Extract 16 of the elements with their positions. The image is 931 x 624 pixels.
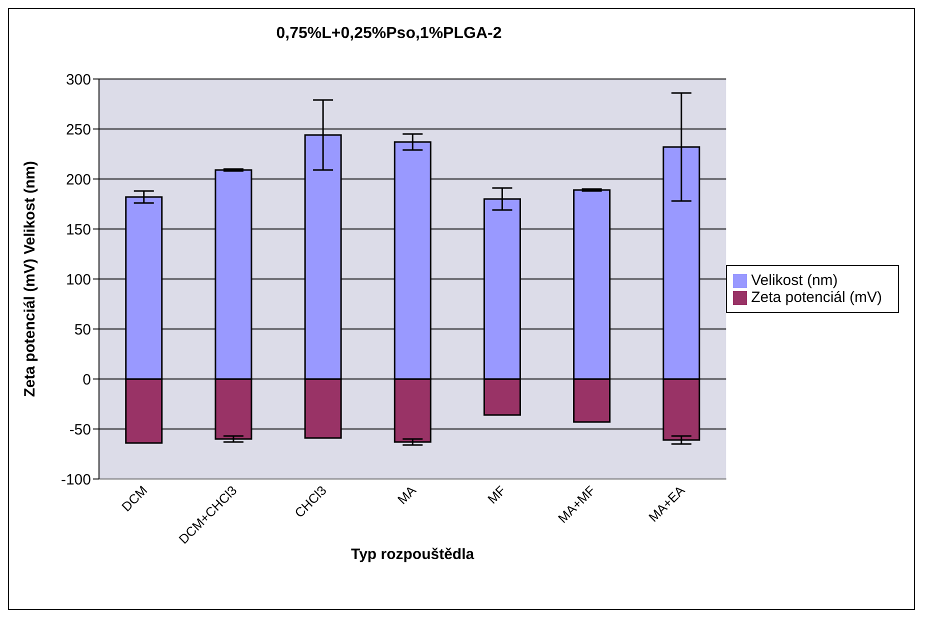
x-axis-title: Typ rozpouštědla <box>351 546 475 563</box>
y-tick-label: 0 <box>82 371 91 388</box>
legend-label: Zeta potenciál (mV) <box>751 289 882 306</box>
y-tick-label: -50 <box>69 421 91 438</box>
y-tick-label: 250 <box>66 121 91 138</box>
y-axis-title: Zeta potenciál (mV) Velikost (nm) <box>21 161 38 397</box>
x-tick-label: MA <box>394 482 420 508</box>
y-tick-label: 100 <box>66 271 91 288</box>
legend-label: Velikost (nm) <box>751 272 838 289</box>
y-tick-label: 150 <box>66 221 91 238</box>
chart-title: 0,75%L+0,25%Pso,1%PLGA-2 <box>275 25 503 43</box>
x-tick-label: MF <box>484 482 509 507</box>
y-tick-label: 300 <box>66 71 91 88</box>
y-tick-label: 200 <box>66 171 91 188</box>
y-tick-label: 50 <box>74 321 91 338</box>
y-tick-label: -100 <box>60 471 91 488</box>
